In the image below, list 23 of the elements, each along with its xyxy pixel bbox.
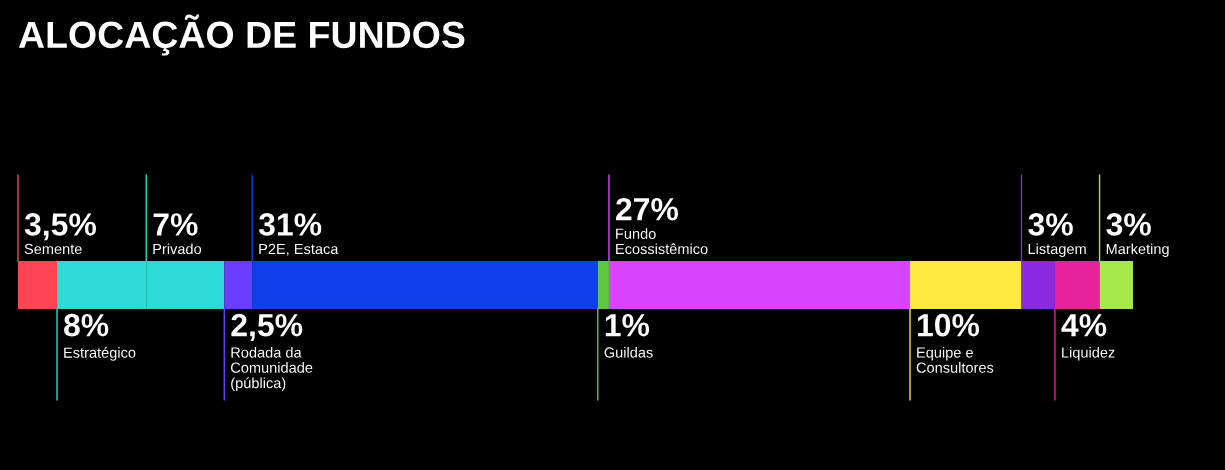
data-label: 31% bbox=[258, 213, 322, 236]
data-label: 7% bbox=[153, 213, 198, 236]
data-label: 3% bbox=[1028, 213, 1073, 236]
data-label: 3,5% bbox=[24, 213, 96, 241]
text: Rodada da Comunidade (pública) bbox=[231, 346, 313, 392]
chart-title: ALOCAÇÃO DE FUNDOS bbox=[18, 14, 465, 56]
series-label: Fundo Ecossistêmico bbox=[616, 228, 708, 255]
data-label: 3% bbox=[1106, 213, 1151, 236]
series-label: Marketing bbox=[1106, 243, 1169, 257]
data-label: 4% bbox=[1061, 313, 1107, 337]
data-label: 27% bbox=[616, 197, 679, 221]
series-label: Semente bbox=[24, 243, 82, 255]
series-label: Listagem bbox=[1028, 243, 1086, 257]
text: Liquidez bbox=[1062, 346, 1115, 361]
text: Guildas bbox=[604, 346, 653, 358]
text: Estratégico bbox=[64, 346, 136, 361]
data-label: 2,5% bbox=[231, 313, 303, 342]
series-label: P2E, Estaca bbox=[259, 243, 339, 256]
text: Equipe e Consultores bbox=[916, 346, 994, 373]
series-label: Privado bbox=[153, 243, 202, 255]
data-label: 8% bbox=[64, 313, 109, 337]
data-label: 1% bbox=[605, 313, 650, 337]
data-label: 10% bbox=[918, 313, 980, 337]
